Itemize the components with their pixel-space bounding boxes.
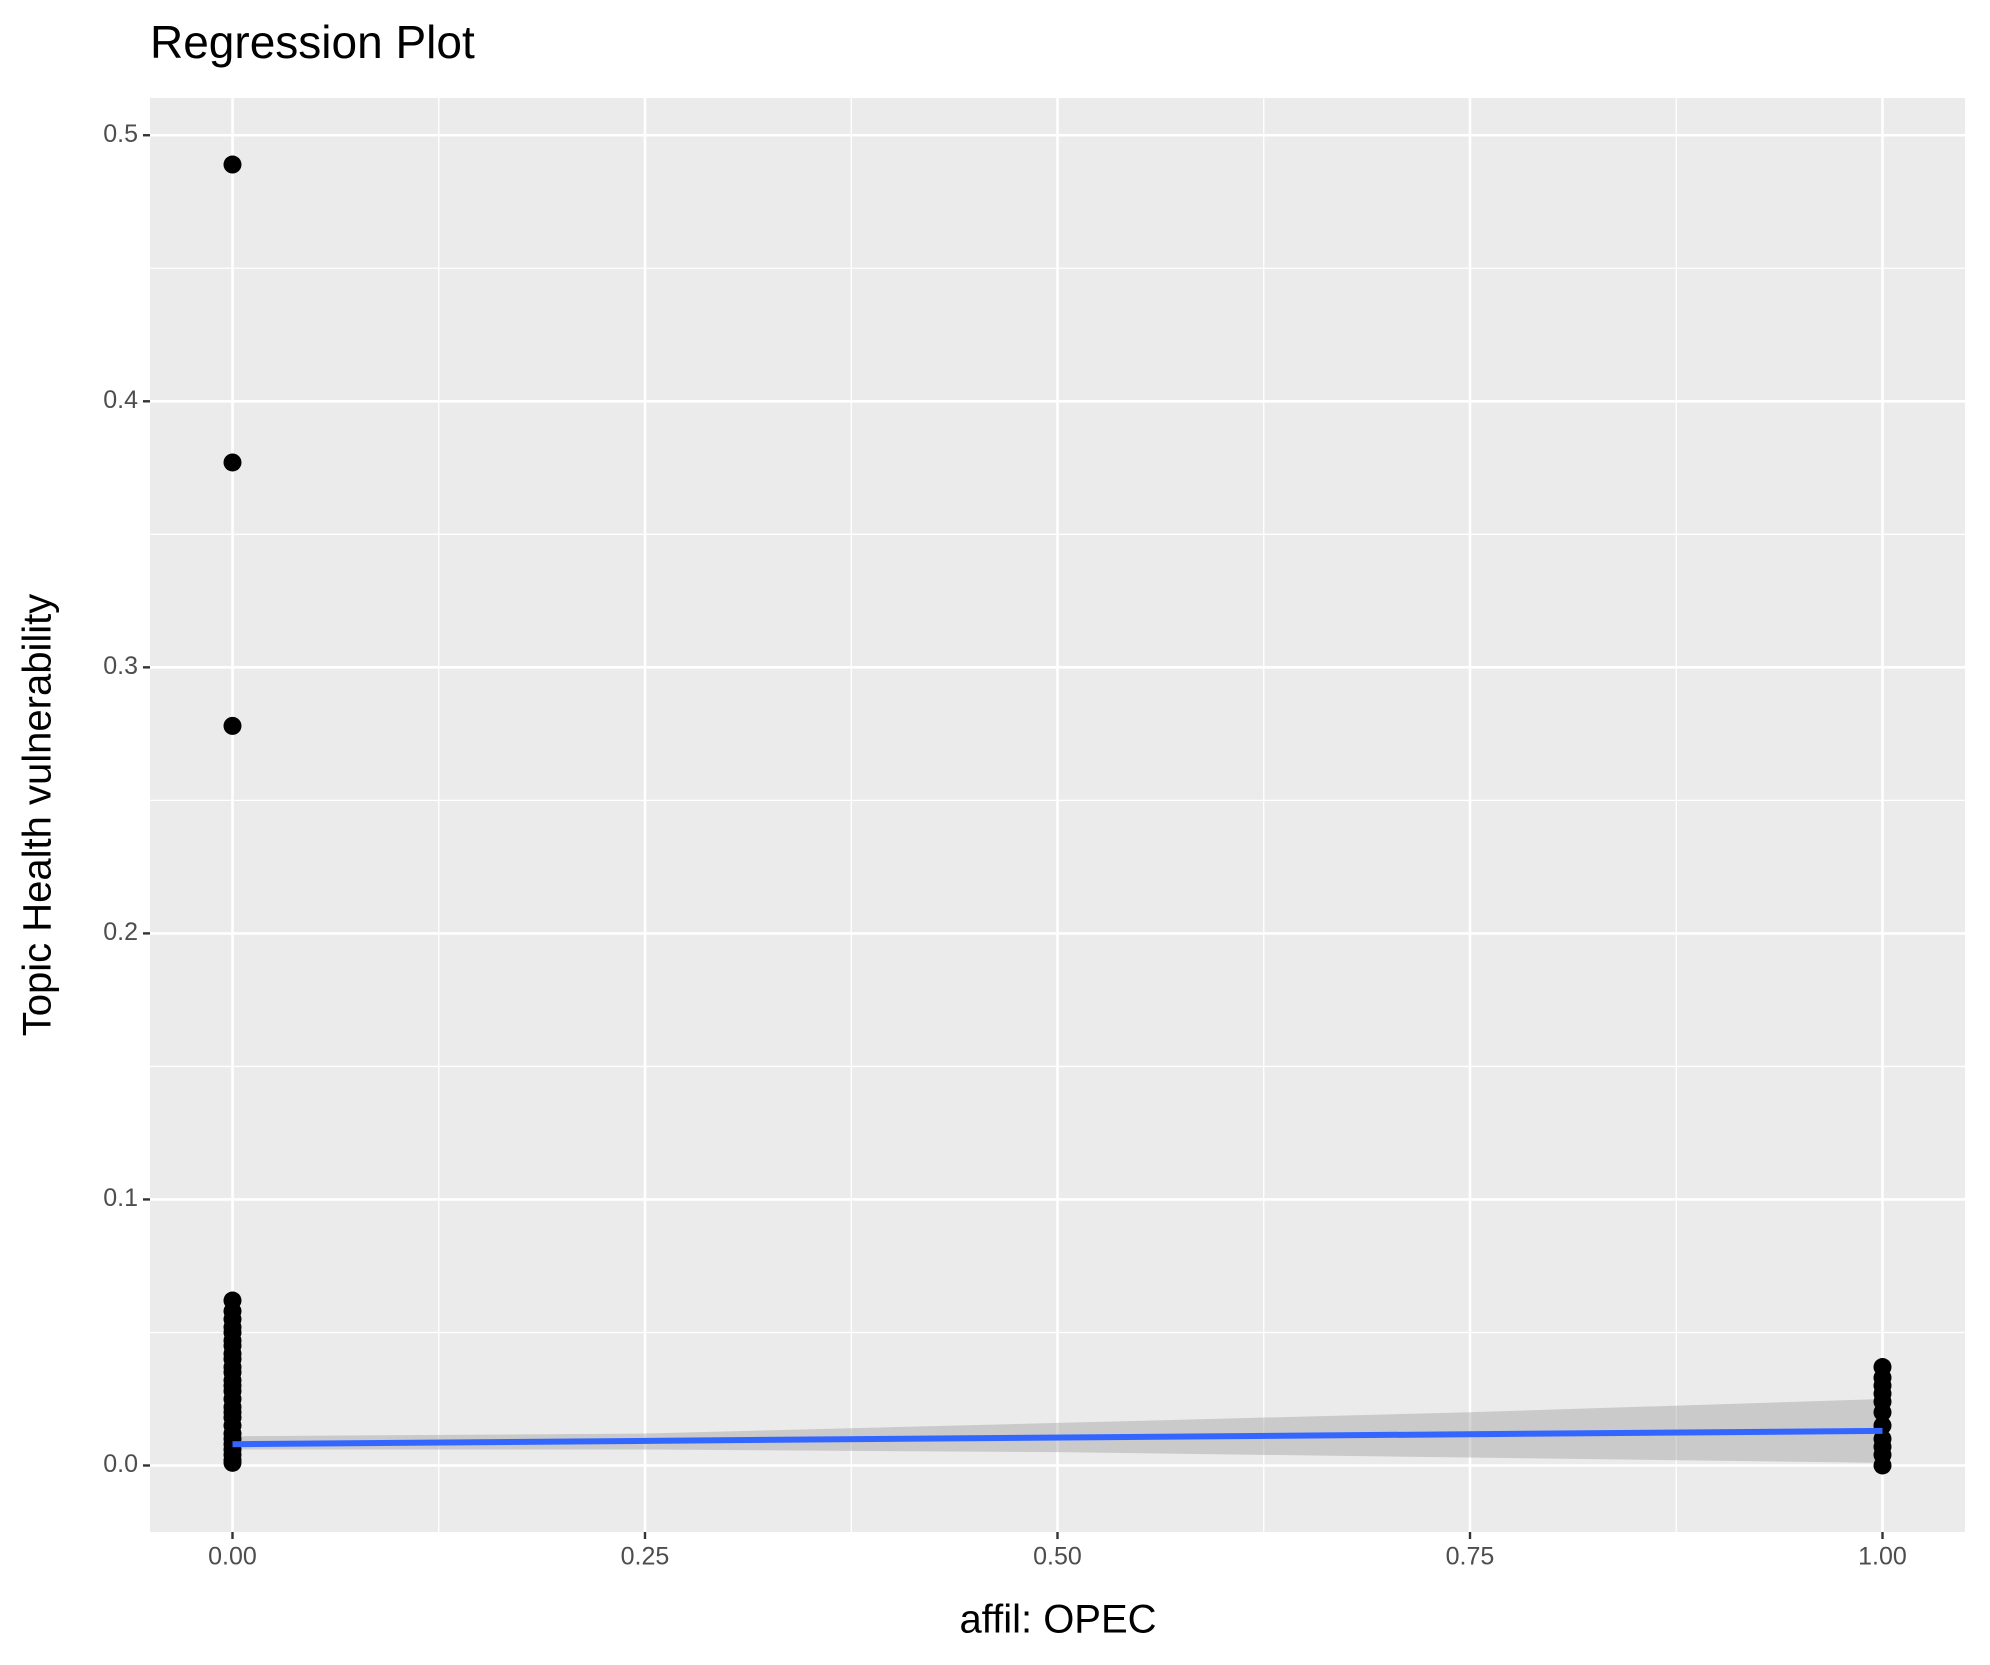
y-tick-label: 0.2 xyxy=(103,918,138,946)
point xyxy=(223,155,242,174)
y-axis-title: Topic Health vulnerability xyxy=(16,594,60,1036)
point xyxy=(223,453,242,472)
y-tick-label: 0.0 xyxy=(103,1450,138,1478)
chart-title: Regression Plot xyxy=(150,16,475,68)
point xyxy=(223,1453,242,1472)
y-tick-label: 0.3 xyxy=(103,652,138,680)
confidence-band xyxy=(232,1398,1883,1463)
x-tick-label: 0.50 xyxy=(1033,1543,1082,1571)
x-tick-label: 0.25 xyxy=(621,1543,670,1571)
point xyxy=(223,716,242,735)
x-tick-label: 0.00 xyxy=(208,1543,257,1571)
x-tick-label: 1.00 xyxy=(1858,1543,1907,1571)
point xyxy=(1873,1403,1892,1422)
x-axis-title: affil: OPEC xyxy=(959,1598,1156,1642)
y-tick-label: 0.5 xyxy=(103,120,138,148)
regression-line xyxy=(232,1427,1883,1448)
point xyxy=(1873,1456,1892,1475)
x-tick-label: 0.75 xyxy=(1446,1543,1495,1571)
y-tick-label: 0.1 xyxy=(103,1184,138,1212)
y-tick-label: 0.4 xyxy=(103,386,138,414)
